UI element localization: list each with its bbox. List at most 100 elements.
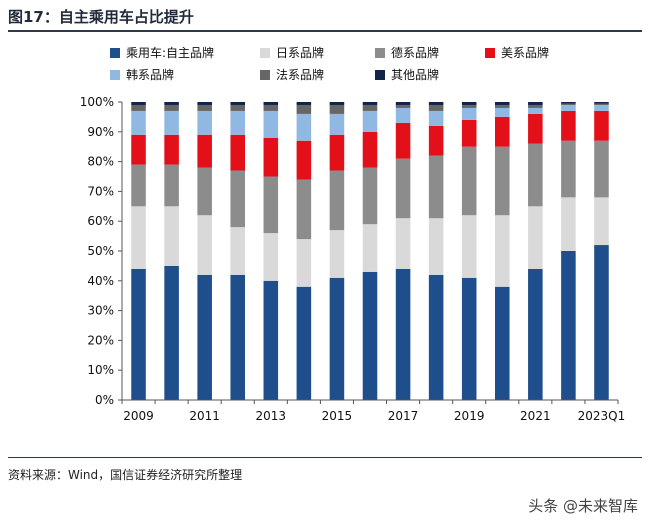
bars [131,102,609,400]
bar-stack [296,102,312,400]
legend-item: 日系品牌 [260,44,324,61]
bar-segment [494,102,510,105]
bar-segment [395,104,411,108]
bar-segment [395,218,411,269]
bar-segment [296,179,312,240]
y-tick-label: 90% [87,125,114,139]
bar-segment [329,170,345,231]
y-tick-label: 40% [87,274,114,288]
y-tick-label: 10% [87,363,114,377]
bar-segment [395,268,411,400]
bar-segment [230,102,246,105]
bar-segment [230,104,246,111]
legend-swatch [375,69,385,80]
legend-label: 韩系品牌 [126,68,175,82]
legend-swatch [260,47,270,58]
legend-swatch [110,69,120,80]
bar-segment [494,104,510,108]
bar-segment [561,110,576,141]
bar-segment [329,102,345,105]
legend-item: 德系品牌 [375,44,439,61]
bar-stack [164,102,179,400]
legend-item: 法系品牌 [260,66,324,83]
bar-segment [131,206,146,269]
bar-segment [561,197,576,251]
bar-segment [594,140,609,198]
bar-segment [230,134,246,171]
bar-segment [197,104,212,111]
bar-segment [164,110,179,135]
bar-stack [494,102,510,400]
legend-label: 日系品牌 [276,46,325,60]
x-tick-label: 2011 [189,409,220,423]
bar-segment [131,164,146,207]
bar-segment [230,170,246,228]
x-tick-label: 2015 [322,409,353,423]
bar-segment [164,134,179,165]
bar-segment [362,167,378,225]
bar-segment [528,102,543,105]
bar-segment [263,104,279,111]
bar-segment [428,125,444,156]
bar-segment [428,102,444,105]
bar-segment [395,107,411,123]
bar-segment [528,268,543,400]
bar-segment [594,103,609,105]
legend-swatch [485,47,495,58]
bar-segment [164,102,179,105]
bar-stack [395,102,411,400]
bar-segment [461,119,477,147]
bar-segment [329,230,345,278]
bar-segment [594,110,609,141]
header: 图17：自主乘用车占比提升 [0,0,650,32]
bar-stack [230,102,246,400]
legend-item: 其他品牌 [375,66,439,83]
bar-segment [263,280,279,400]
bar-segment [494,116,510,147]
bar-segment [561,251,576,400]
bar-segment [329,113,345,135]
bar-segment [296,104,312,114]
x-axis: 2009 2011 2013 2015 2017 2019 2021 2023Q1 [121,399,626,423]
bar-segment [296,239,312,287]
bar-segment [461,102,477,105]
bar-segment [230,110,246,135]
y-axis: 0% 10% 20% 30% 40% 50% 60% 70% 80% 90% 100% [80,95,123,407]
bar-segment [131,104,146,111]
bar-segment [461,107,477,120]
bar-segment [461,215,477,278]
x-tick-label: 2021 [520,409,551,423]
bar-stack [131,102,146,400]
bar-segment [428,155,444,219]
bar-segment [131,134,146,165]
bar-segment [197,215,212,275]
legend-label: 乘用车:自主品牌 [126,46,215,60]
bar-segment [594,104,609,111]
bar-segment [494,286,510,400]
bar-segment [594,197,609,246]
bar-segment [197,134,212,168]
legend-label: 德系品牌 [391,46,440,60]
bar-segment [528,107,543,114]
source-note: 资料来源：Wind，国信证券经济研究所整理 [8,468,243,482]
bar-segment [296,286,312,400]
y-tick-label: 50% [87,244,114,258]
x-tick-label: 2017 [388,409,419,423]
bar-segment [296,140,312,180]
x-tick-label: 2013 [256,409,287,423]
bar-segment [395,122,411,159]
bar-segment [197,110,212,135]
y-tick-label: 20% [87,333,114,347]
x-tick-label: 2009 [123,409,154,423]
bar-segment [561,140,576,198]
x-tick-label: 2023Q1 [578,409,626,423]
y-tick-label: 0% [95,393,114,407]
bar-segment [362,224,378,272]
bar-stack [594,102,609,400]
bar-segment [428,110,444,126]
bar-segment [395,158,411,219]
bar-stack [428,102,444,400]
bar-segment [164,164,179,207]
bar-segment [329,134,345,171]
bar-segment [494,107,510,117]
